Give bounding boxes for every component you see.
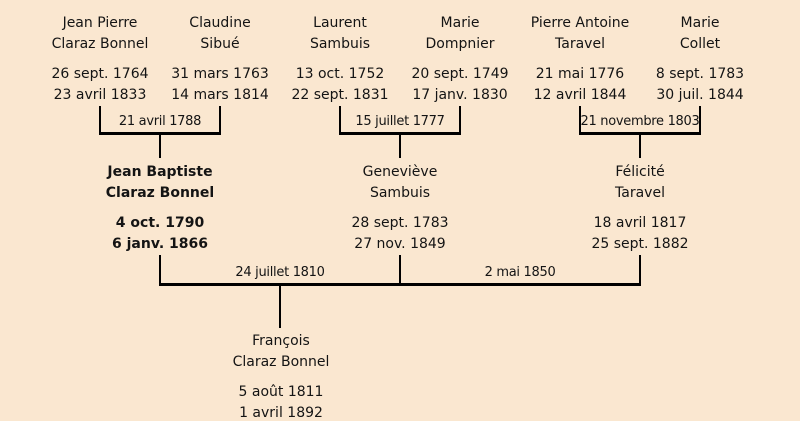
marriage4-date-label: 24 juillet 1810 bbox=[235, 265, 325, 280]
death-date: 22 sept. 1831 bbox=[291, 87, 389, 103]
person-name: Pierre Antoine Taravel bbox=[505, 13, 655, 55]
death-date: 30 juil. 1844 bbox=[656, 87, 744, 103]
birth-date: 4 oct. 1790 bbox=[115, 215, 205, 231]
person-marie-collet: Marie Collet 8 sept. 1783 30 juil. 1844 bbox=[625, 13, 775, 106]
person-dates: 31 mars 1763 14 mars 1814 bbox=[145, 64, 295, 106]
person-claudine-sibue: Claudine Sibué 31 mars 1763 14 mars 1814 bbox=[145, 13, 295, 106]
marriage3-date-label: 21 novembre 1803 bbox=[580, 114, 700, 129]
marriage4-child-line bbox=[279, 286, 281, 328]
person-name-line2: Claraz Bonnel bbox=[51, 36, 149, 52]
person-name-line2: Sambuis bbox=[309, 36, 371, 52]
death-date: 23 avril 1833 bbox=[53, 87, 147, 103]
person-name: Marie Dompnier bbox=[385, 13, 535, 55]
person-name-line2: Sibué bbox=[200, 36, 240, 52]
person-felicite-taravel: Félicité Taravel 18 avril 1817 25 sept. … bbox=[565, 162, 715, 255]
person-dates: 5 août 1811 1 avril 1892 bbox=[206, 382, 356, 421]
marriage4-middle-line bbox=[399, 255, 401, 285]
person-jean-pierre-claraz-bonnel: Jean Pierre Claraz Bonnel 26 sept. 1764 … bbox=[25, 13, 175, 106]
marriage2-left-line bbox=[339, 106, 341, 135]
person-name-line1: Félicité bbox=[615, 164, 665, 180]
marriage3-child-line bbox=[639, 135, 641, 158]
death-date: 1 avril 1892 bbox=[239, 405, 323, 421]
person-dates: 21 mai 1776 12 avril 1844 bbox=[505, 64, 655, 106]
person-genevieve-sambuis: Geneviève Sambuis 28 sept. 1783 27 nov. … bbox=[325, 162, 475, 255]
birth-date: 13 oct. 1752 bbox=[295, 66, 385, 82]
person-name-line1: Marie bbox=[440, 15, 480, 31]
person-dates: 13 oct. 1752 22 sept. 1831 bbox=[265, 64, 415, 106]
marriage5-date-label: 2 mai 1850 bbox=[484, 265, 556, 280]
birth-date: 21 mai 1776 bbox=[535, 66, 625, 82]
person-name-line2: Claraz Bonnel bbox=[105, 185, 215, 201]
marriage1-left-line bbox=[99, 106, 101, 135]
marriage1-child-line bbox=[159, 135, 161, 158]
person-name-line2: Collet bbox=[679, 36, 721, 52]
death-date: 6 janv. 1866 bbox=[112, 236, 208, 252]
marriage2-date-label: 15 juillet 1777 bbox=[355, 114, 445, 129]
birth-date: 28 sept. 1783 bbox=[351, 215, 449, 231]
marriage4-5-bar bbox=[159, 283, 641, 286]
death-date: 17 janv. 1830 bbox=[412, 87, 508, 103]
person-name: François Claraz Bonnel bbox=[206, 331, 356, 373]
death-date: 12 avril 1844 bbox=[533, 87, 627, 103]
marriage2-child-line bbox=[399, 135, 401, 158]
person-jean-baptiste-claraz-bonnel: Jean Baptiste Claraz Bonnel 4 oct. 1790 … bbox=[85, 162, 235, 255]
person-name-line1: François bbox=[252, 333, 310, 349]
person-name: Jean Baptiste Claraz Bonnel bbox=[85, 162, 235, 204]
person-marie-dompnier: Marie Dompnier 20 sept. 1749 17 janv. 18… bbox=[385, 13, 535, 106]
marriage1-bar bbox=[99, 132, 221, 135]
person-name-line2: Sambuis bbox=[369, 185, 431, 201]
death-date: 27 nov. 1849 bbox=[354, 236, 446, 252]
person-dates: 20 sept. 1749 17 janv. 1830 bbox=[385, 64, 535, 106]
person-name: Claudine Sibué bbox=[145, 13, 295, 55]
person-name-line1: Pierre Antoine bbox=[530, 15, 630, 31]
person-dates: 18 avril 1817 25 sept. 1882 bbox=[565, 213, 715, 255]
person-laurent-sambuis: Laurent Sambuis 13 oct. 1752 22 sept. 18… bbox=[265, 13, 415, 106]
person-name-line1: Jean Pierre bbox=[62, 15, 138, 31]
person-name: Marie Collet bbox=[625, 13, 775, 55]
marriage4-left-line bbox=[159, 255, 161, 285]
person-name-line1: Marie bbox=[680, 15, 720, 31]
person-francois-claraz-bonnel: François Claraz Bonnel 5 août 1811 1 avr… bbox=[206, 331, 356, 421]
person-dates: 8 sept. 1783 30 juil. 1844 bbox=[625, 64, 775, 106]
person-dates: 4 oct. 1790 6 janv. 1866 bbox=[85, 213, 235, 255]
marriage5-right-line bbox=[639, 255, 641, 285]
marriage3-left-line bbox=[579, 106, 581, 135]
marriage2-right-line bbox=[459, 106, 461, 135]
person-dates: 28 sept. 1783 27 nov. 1849 bbox=[325, 213, 475, 255]
birth-date: 8 sept. 1783 bbox=[655, 66, 745, 82]
person-name-line2: Taravel bbox=[615, 185, 665, 201]
marriage1-right-line bbox=[219, 106, 221, 135]
birth-date: 26 sept. 1764 bbox=[51, 66, 149, 82]
person-name-line2: Claraz Bonnel bbox=[232, 354, 330, 370]
person-name-line2: Dompnier bbox=[425, 36, 495, 52]
person-dates: 26 sept. 1764 23 avril 1833 bbox=[25, 64, 175, 106]
birth-date: 20 sept. 1749 bbox=[411, 66, 509, 82]
person-name: Félicité Taravel bbox=[565, 162, 715, 204]
marriage3-right-line bbox=[699, 106, 701, 135]
death-date: 25 sept. 1882 bbox=[591, 236, 689, 252]
person-name-line1: Geneviève bbox=[362, 164, 438, 180]
birth-date: 31 mars 1763 bbox=[171, 66, 269, 82]
marriage3-bar bbox=[579, 132, 701, 135]
person-name-line1: Jean Baptiste bbox=[107, 164, 213, 180]
person-name: Laurent Sambuis bbox=[265, 13, 415, 55]
birth-date: 18 avril 1817 bbox=[593, 215, 687, 231]
person-pierre-antoine-taravel: Pierre Antoine Taravel 21 mai 1776 12 av… bbox=[505, 13, 655, 106]
marriage1-date-label: 21 avril 1788 bbox=[118, 114, 202, 129]
person-name: Jean Pierre Claraz Bonnel bbox=[25, 13, 175, 55]
death-date: 14 mars 1814 bbox=[171, 87, 269, 103]
person-name-line1: Laurent bbox=[313, 15, 367, 31]
person-name: Geneviève Sambuis bbox=[325, 162, 475, 204]
marriage2-bar bbox=[339, 132, 461, 135]
birth-date: 5 août 1811 bbox=[238, 384, 324, 400]
person-name-line1: Claudine bbox=[189, 15, 251, 31]
person-name-line2: Taravel bbox=[555, 36, 605, 52]
